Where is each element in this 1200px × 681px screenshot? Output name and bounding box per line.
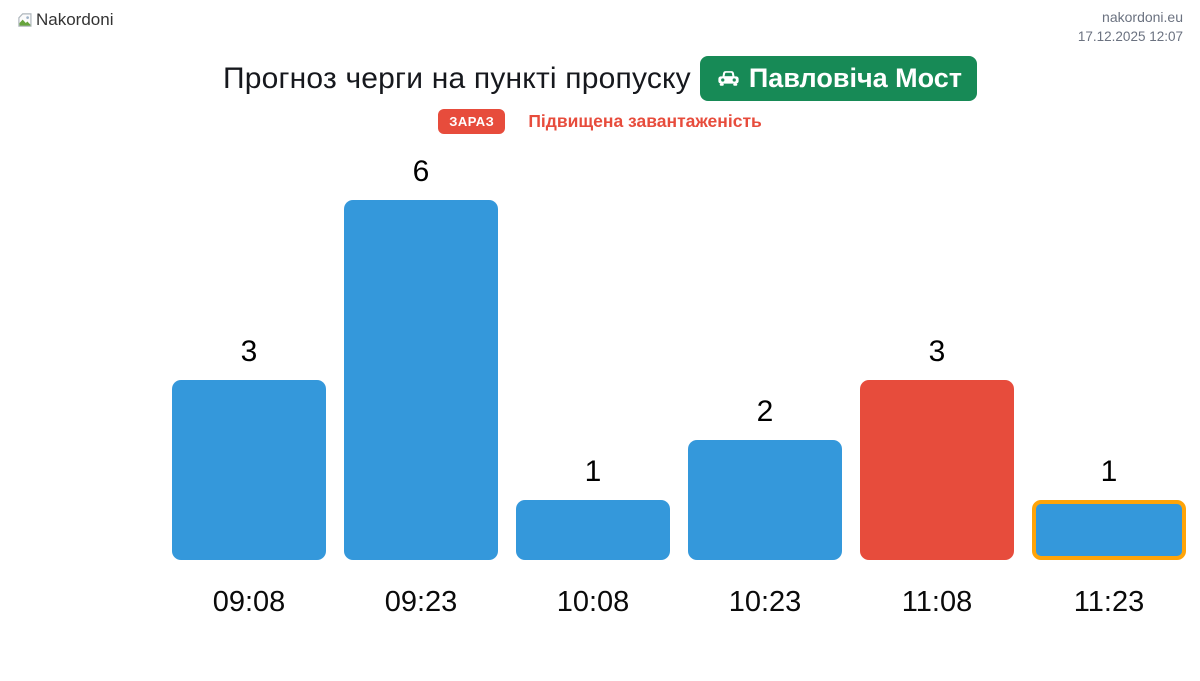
- bar: [516, 500, 670, 560]
- chart-column: 6 09:23: [344, 136, 498, 626]
- bar-value-label: 1: [1100, 455, 1118, 488]
- bar-value-label: 6: [412, 155, 430, 188]
- status-row: ЗАРАЗ Підвищена завантаженість: [0, 109, 1200, 134]
- chart-column: 1 11:23: [1032, 136, 1186, 626]
- x-axis-tick-label: 09:23: [384, 586, 458, 618]
- logo-link[interactable]: Nakordoni: [16, 10, 114, 30]
- chart-column: 3 11:08: [860, 136, 1014, 626]
- header-meta: nakordoni.eu 17.12.2025 12:07: [1078, 8, 1183, 46]
- bar-chart: 3 09:08 6 09:23 1 10:08 2 10:23 3 11:08 1 11:23: [172, 136, 1186, 626]
- bar: [344, 200, 498, 560]
- x-axis-tick-label: 11:23: [1073, 586, 1145, 618]
- bar-chart-columns: 3 09:08 6 09:23 1 10:08 2 10:23 3 11:08 1 11:23: [172, 136, 1186, 626]
- car-front-icon: [715, 65, 742, 92]
- broken-image-icon: [16, 11, 34, 29]
- bar: [172, 380, 326, 560]
- logo-alt-text: Nakordoni: [36, 10, 114, 29]
- x-axis-tick-label: 09:08: [212, 586, 286, 618]
- chart-column: 1 10:08: [516, 136, 670, 626]
- x-axis-tick-label: 10:23: [728, 586, 802, 618]
- bar-value-label: 3: [928, 335, 946, 368]
- bar-value-label: 1: [584, 455, 602, 488]
- x-axis-tick-label: 10:08: [556, 586, 630, 618]
- page-title: Прогноз черги на пункті пропуску: [222, 61, 691, 95]
- bar-highlighted: [1032, 500, 1186, 560]
- datetime: 17.12.2025 12:07: [1077, 29, 1183, 44]
- title-row: Прогноз черги на пункті пропуску Павлові…: [0, 56, 1200, 101]
- now-badge: ЗАРАЗ: [438, 109, 506, 134]
- site-url: nakordoni.eu: [1102, 9, 1183, 25]
- chart-column: 2 10:23: [688, 136, 842, 626]
- x-axis-tick-label: 11:08: [901, 586, 973, 618]
- crossing-badge-label: Павловіча Мост: [748, 63, 963, 93]
- chart-column: 3 09:08: [172, 136, 326, 626]
- bar-value-label: 2: [756, 395, 774, 428]
- status-text: Підвищена завантаженість: [528, 111, 762, 131]
- bar: [860, 380, 1014, 560]
- crossing-badge[interactable]: Павловіча Мост: [699, 56, 978, 101]
- bar-value-label: 3: [240, 335, 258, 368]
- bar: [688, 440, 842, 560]
